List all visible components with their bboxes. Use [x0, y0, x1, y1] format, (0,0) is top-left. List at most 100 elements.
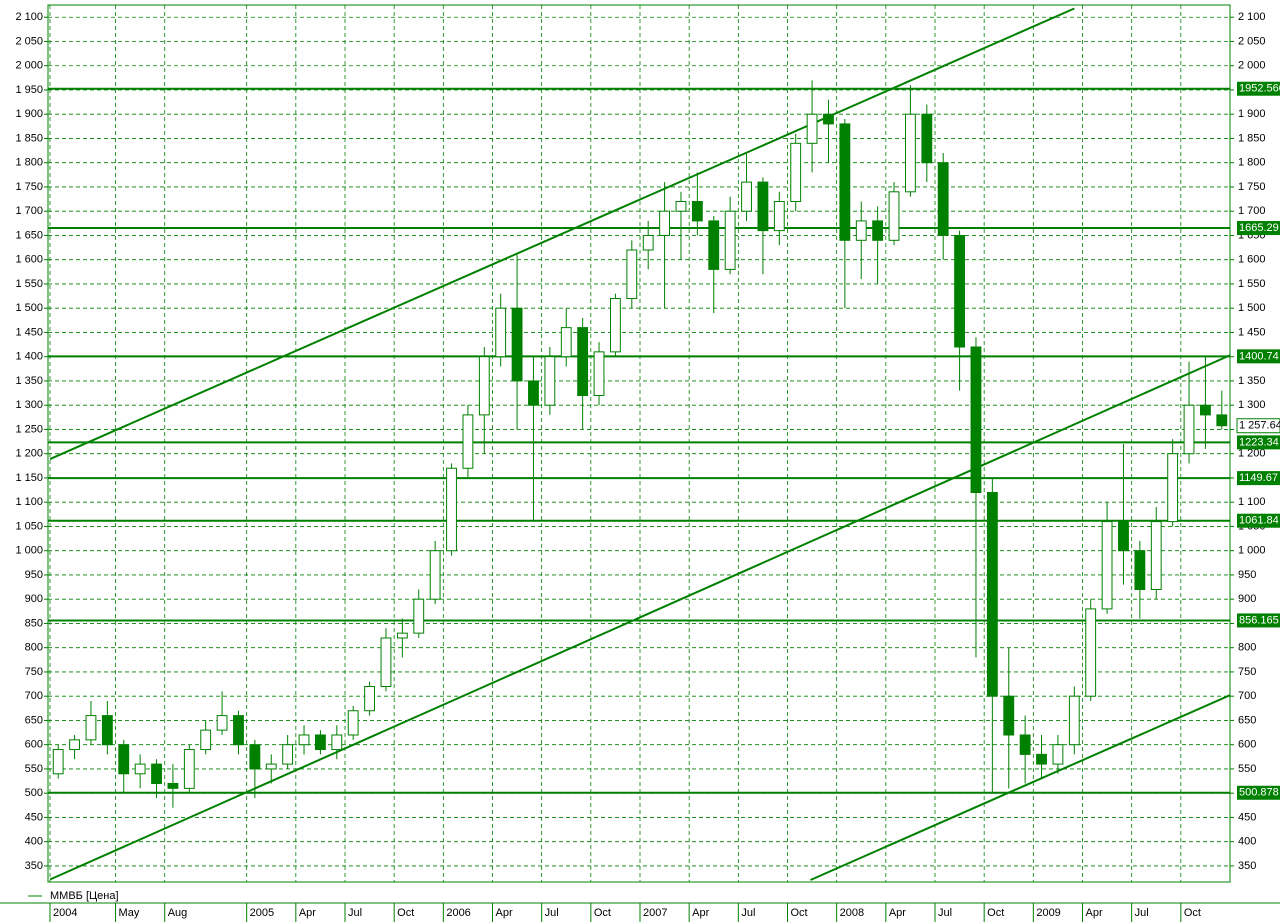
y-tick-label: 1 850 — [15, 132, 43, 144]
y2-tick-label: 1 900 — [1238, 108, 1266, 120]
x-tick-label: Apr — [889, 907, 906, 919]
y-tick-label: 1 400 — [15, 351, 43, 363]
x-tick-label: Apr — [299, 907, 316, 919]
y-tick-label: 1 200 — [15, 448, 43, 460]
candle-body — [200, 729, 212, 751]
y2-tick-label: 1 800 — [1238, 157, 1266, 169]
x-tick-label: 2006 — [446, 907, 470, 919]
y-tick-label: 900 — [25, 593, 43, 605]
y-tick-label: 1 600 — [15, 254, 43, 266]
candle-body — [1118, 521, 1129, 552]
candle-body — [331, 734, 343, 751]
x-tick-label: Oct — [987, 907, 1004, 919]
y-tick-label: 1 500 — [15, 302, 43, 314]
y-tick-label: 2 100 — [15, 11, 43, 23]
trend-line — [49, 354, 1231, 881]
candle-body — [724, 210, 736, 270]
candle-body — [577, 327, 589, 397]
x-tick-label: 2004 — [53, 907, 77, 919]
y2-tick-label: 950 — [1238, 569, 1256, 581]
candle-body — [1019, 734, 1031, 755]
y2-tick-label: 1 550 — [1238, 278, 1266, 290]
candle-body — [1101, 521, 1113, 610]
y2-tick-label: 1 450 — [1238, 326, 1266, 338]
y-tick-label: 1 100 — [15, 496, 43, 508]
candle-body — [872, 220, 884, 241]
candle-body — [315, 734, 326, 751]
x-tick-label: Apr — [692, 907, 709, 919]
x-tick-label: Oct — [397, 907, 414, 919]
candle-body — [249, 744, 261, 770]
y-tick-label: 350 — [25, 860, 43, 872]
candle-body — [593, 351, 605, 397]
candle-body — [462, 414, 474, 469]
candle-body — [659, 210, 671, 236]
candle-body — [986, 491, 998, 697]
candle-body — [396, 632, 408, 639]
candle-body — [691, 201, 703, 222]
candle-body — [888, 191, 900, 241]
y-tick-label: 1 300 — [15, 399, 43, 411]
candle-body — [265, 763, 277, 770]
level-box — [1237, 349, 1280, 364]
candle-body — [413, 598, 425, 634]
y2-tick-label: 2 100 — [1238, 11, 1266, 23]
candle-body — [1085, 608, 1097, 697]
trend-line — [810, 694, 1231, 881]
y-tick-label: 1 750 — [15, 181, 43, 193]
y2-tick-label: 1 600 — [1238, 254, 1266, 266]
x-tick-label: Oct — [1184, 907, 1201, 919]
y2-tick-label: 700 — [1238, 690, 1256, 702]
candle-body — [1216, 414, 1228, 427]
y2-tick-label: 400 — [1238, 836, 1256, 848]
candle-body — [216, 715, 228, 731]
candle-body — [757, 181, 769, 232]
y-tick-label: 650 — [25, 714, 43, 726]
y2-tick-label: 1 700 — [1238, 205, 1266, 217]
candle-body — [233, 715, 244, 746]
x-tick-label: 2008 — [840, 907, 864, 919]
y-tick-label: 1 050 — [15, 520, 43, 532]
level-box — [1237, 513, 1280, 528]
candle-body — [1183, 404, 1195, 455]
y-tick-label: 1 900 — [15, 108, 43, 120]
x-tick-label: Jul — [545, 907, 559, 919]
last-price-label: 1 257.64 — [1239, 420, 1280, 432]
legend-label: ММВБ [Цена] — [50, 890, 119, 902]
candle-body — [1003, 695, 1015, 736]
y-tick-label: 1 950 — [15, 84, 43, 96]
candle-body — [839, 123, 851, 241]
y2-tick-label: 350 — [1238, 860, 1256, 872]
candle-body — [773, 201, 785, 232]
candle-body — [823, 113, 834, 125]
y2-tick-label: 750 — [1238, 666, 1256, 678]
x-tick-label: Jul — [938, 907, 952, 919]
candle-body — [610, 298, 621, 353]
level-label: 1952.560 — [1239, 83, 1280, 95]
candle-body — [1068, 695, 1080, 746]
level-box — [1237, 613, 1280, 628]
level-box — [1237, 471, 1280, 486]
y-tick-label: 800 — [25, 642, 43, 654]
level-label: 856.165 — [1239, 614, 1279, 626]
trend-line — [49, 7, 1075, 460]
level-box — [1237, 221, 1280, 236]
y-tick-label: 750 — [25, 666, 43, 678]
y2-tick-label: 2 050 — [1238, 35, 1266, 47]
candle-body — [429, 550, 441, 600]
candle-body — [855, 220, 867, 241]
y2-tick-label: 1 350 — [1238, 375, 1266, 387]
y-tick-label: 1 000 — [15, 545, 43, 557]
candle-body — [282, 744, 294, 765]
candle-body — [167, 782, 179, 789]
y-tick-label: 1 350 — [15, 375, 43, 387]
y-tick-label: 950 — [25, 569, 43, 581]
y2-tick-label: 1 750 — [1238, 181, 1266, 193]
candle-body — [364, 685, 375, 712]
y-tick-label: 550 — [25, 763, 43, 775]
y2-tick-label: 1 850 — [1238, 132, 1266, 144]
candle-body — [1200, 404, 1211, 416]
level-label: 1061.84 — [1239, 515, 1279, 527]
candle-body — [298, 734, 310, 746]
